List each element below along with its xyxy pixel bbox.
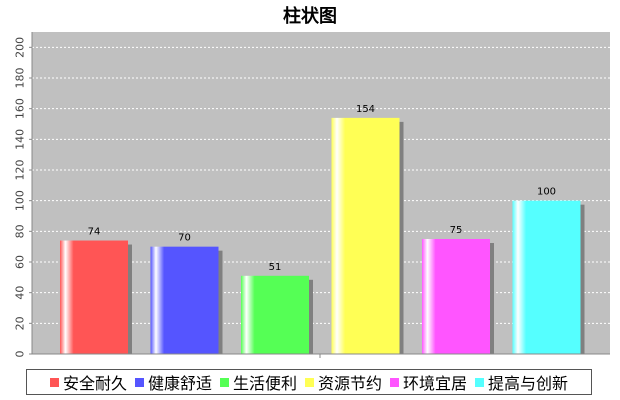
legend-label: 健康舒适	[147, 374, 212, 393]
bar	[422, 239, 490, 354]
bar	[60, 240, 128, 354]
y-tick-label: 40	[14, 286, 27, 300]
legend-swatch	[390, 377, 400, 387]
y-tick-label: 60	[14, 255, 27, 269]
legend-label: 安全耐久	[62, 374, 127, 393]
legend: 安全耐久 健康舒适 生活便利 资源节约 环境宜居 提高与创新	[26, 369, 592, 395]
y-tick-label: 120	[14, 160, 27, 181]
legend-label: 生活便利	[232, 374, 297, 393]
legend-swatch	[49, 377, 59, 387]
chart-title: 柱状图	[283, 6, 337, 27]
legend-item: 生活便利	[219, 370, 297, 394]
legend-swatch	[305, 377, 314, 387]
y-tick-label: 200	[14, 37, 27, 58]
bar	[331, 117, 400, 354]
data-label: 100	[537, 187, 556, 198]
bar	[241, 275, 309, 354]
data-label: 70	[178, 233, 191, 244]
y-tick-label: 20	[14, 316, 27, 330]
y-tick-label: 180	[14, 68, 27, 89]
data-labels: 74 70 51 154 75 100	[88, 104, 556, 273]
data-label: 51	[269, 262, 282, 273]
legend-item: 资源节约	[305, 370, 382, 394]
bar	[150, 246, 219, 354]
legend-swatch	[134, 377, 144, 387]
legend-swatch	[475, 377, 485, 387]
y-tick-label: 100	[14, 190, 27, 211]
data-label: 75	[450, 225, 463, 236]
y-axis-ticks: 0 20 40 60 80 100 120 140 160 180 200	[14, 37, 32, 358]
legend-item: 健康舒适	[134, 370, 212, 394]
legend-item: 提高与创新	[475, 370, 568, 394]
y-tick-label: 80	[14, 224, 27, 238]
bar	[512, 200, 581, 354]
data-label: 74	[88, 227, 101, 238]
bar-chart: 74 70 51 154 75 100 0 20 40 60 80 100 120 140 160 180 2…	[14, 32, 610, 358]
legend-swatch	[219, 377, 229, 387]
bars	[60, 117, 585, 354]
y-tick-label: 160	[14, 98, 27, 119]
legend-label: 提高与创新	[488, 374, 569, 393]
y-tick-label: 0	[14, 351, 27, 358]
y-tick-label: 140	[14, 129, 27, 150]
legend-label: 资源节约	[318, 374, 383, 393]
data-label: 154	[356, 104, 375, 115]
legend-item: 环境宜居	[390, 370, 467, 394]
legend-label: 环境宜居	[403, 374, 468, 393]
legend-item: 安全耐久	[49, 370, 127, 394]
